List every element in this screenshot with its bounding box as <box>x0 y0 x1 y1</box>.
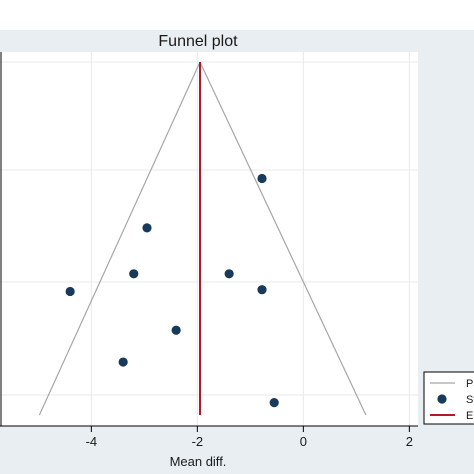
x-tick-label: -2 <box>192 434 204 449</box>
x-axis-label: Mean diff. <box>170 454 227 469</box>
chart-title: Funnel plot <box>158 33 238 50</box>
legend-marker-swatch <box>437 394 447 404</box>
study-point <box>257 285 267 295</box>
legend-label: St <box>466 394 474 406</box>
study-point <box>118 357 128 367</box>
x-axis: -4 -2 0 2 <box>0 52 418 449</box>
study-point <box>257 173 267 184</box>
x-tick-label: -4 <box>86 434 98 449</box>
legend-label: Ps <box>466 378 474 390</box>
grid-layer <box>0 52 418 426</box>
funnel-left-limit <box>38 61 201 416</box>
study-point <box>224 269 234 279</box>
funnel-layer <box>38 61 367 416</box>
study-point <box>142 223 152 233</box>
points-layer <box>65 173 279 408</box>
legend: Ps St Es <box>423 371 474 425</box>
funnel-right-limit <box>199 61 367 416</box>
study-point <box>269 398 279 408</box>
study-point <box>65 286 75 297</box>
study-point <box>171 325 181 335</box>
side-panel-background <box>418 30 474 430</box>
x-tick-label: 0 <box>300 434 307 449</box>
plot-area <box>0 52 418 426</box>
top-crop-area <box>0 0 474 30</box>
legend-label: Es <box>466 410 474 422</box>
study-point <box>129 269 139 279</box>
x-tick-label: 2 <box>406 434 413 449</box>
